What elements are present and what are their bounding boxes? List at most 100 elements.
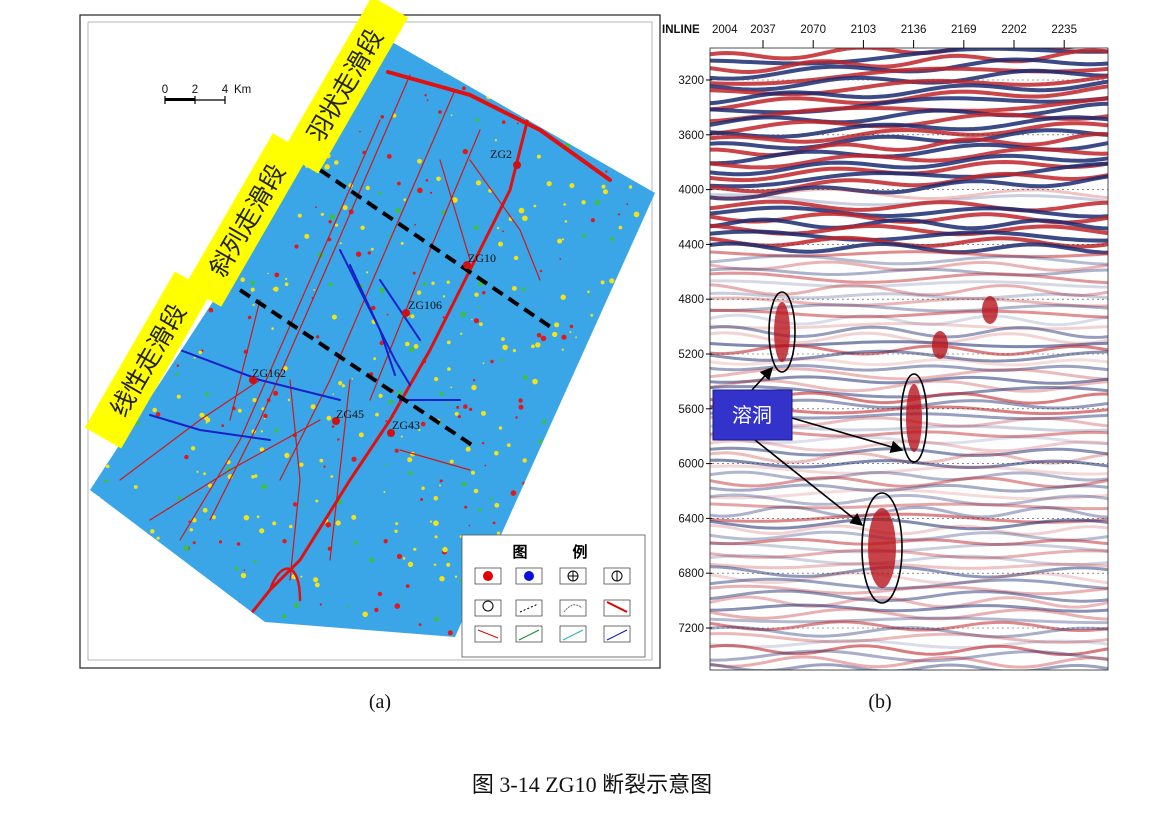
- speckle: [378, 191, 382, 195]
- speckle: [396, 553, 403, 560]
- speckle: [554, 322, 560, 328]
- speckle: [575, 336, 577, 339]
- seismic-reflector: [710, 643, 1108, 657]
- y-tick-label: 4800: [678, 294, 704, 306]
- speckle: [394, 529, 398, 533]
- speckle: [610, 237, 615, 242]
- speckle: [379, 287, 385, 293]
- speckle: [429, 520, 432, 523]
- speckle: [447, 367, 451, 371]
- annotation-box: [712, 389, 793, 441]
- speckle: [473, 318, 479, 324]
- speckle: [205, 392, 210, 397]
- seismic-reflector: [710, 632, 1108, 644]
- wells: ZG2 ZG10 ZG106 ZG162 ZG45 ZG43: [249, 147, 521, 437]
- speckle: [569, 331, 572, 334]
- speckle: [251, 475, 255, 479]
- speckle: [310, 404, 316, 410]
- seismic-reflector: [710, 375, 1108, 385]
- divider: [318, 168, 557, 332]
- speckle: [378, 393, 383, 398]
- speckle: [256, 515, 260, 519]
- seismic-reflector: [710, 229, 1108, 243]
- caption: 图 3-14 ZG10 断裂示意图: [472, 772, 712, 797]
- speckle: [259, 528, 265, 534]
- speckle: [437, 115, 440, 118]
- speckle: [501, 337, 505, 341]
- speckle: [261, 407, 265, 411]
- seismic-reflector: [710, 542, 1108, 554]
- speckle: [590, 313, 594, 317]
- speckle: [522, 375, 528, 380]
- seismic-reflector: [710, 128, 1108, 151]
- speckle: [489, 497, 493, 501]
- map-panel: 羽状走滑段 斜列走滑段 线性走滑段 ZG2 ZG10 ZG106 ZG162 Z…: [79, 0, 661, 669]
- scale-tick: 2: [192, 84, 198, 96]
- speckle: [252, 303, 255, 306]
- seismic-reflector: [710, 554, 1108, 567]
- speckle: [496, 531, 501, 535]
- speckle: [490, 359, 494, 364]
- speckle: [211, 515, 216, 520]
- speckle: [150, 529, 155, 534]
- seismic-reflector: [710, 663, 1108, 670]
- speckle: [135, 421, 140, 425]
- speckle: [326, 415, 332, 421]
- seismic-reflector: [710, 79, 1108, 106]
- speckle: [418, 429, 421, 432]
- speckle: [539, 269, 543, 273]
- fault: [268, 567, 302, 602]
- speckle: [380, 115, 385, 119]
- speckle: [442, 316, 445, 319]
- speckle: [196, 470, 199, 473]
- speckle: [452, 197, 458, 203]
- speckle: [250, 280, 255, 286]
- speckle: [395, 208, 401, 214]
- speckle: [282, 366, 288, 371]
- seismic-reflector: [710, 357, 1108, 367]
- seismic-reflector: [710, 303, 1108, 313]
- speckle: [263, 413, 268, 419]
- well: [402, 309, 410, 317]
- speckle: [454, 411, 459, 416]
- axis-title: INLINE: [662, 24, 700, 36]
- speckle: [439, 422, 442, 425]
- seismic-reflector: [710, 446, 1108, 458]
- cave-anomaly: [982, 296, 998, 324]
- seismic-reflector: [710, 464, 1108, 476]
- seismic-reflector: [710, 475, 1108, 489]
- speckle: [261, 483, 267, 490]
- speckle: [190, 446, 196, 451]
- speckle: [323, 465, 326, 468]
- arrow: [754, 439, 864, 526]
- speckle: [605, 170, 608, 173]
- speckle: [152, 407, 157, 413]
- seismic-reflector: [710, 279, 1108, 289]
- speckle: [518, 398, 523, 403]
- speckle: [450, 386, 453, 389]
- speckle: [407, 561, 414, 568]
- speckle: [510, 490, 517, 496]
- speckle: [462, 86, 466, 91]
- speckle: [446, 562, 451, 567]
- well-label: ZG106: [408, 298, 442, 312]
- speckle: [176, 364, 179, 367]
- speckle: [434, 377, 439, 382]
- speckle: [601, 184, 606, 189]
- speckle: [155, 412, 161, 417]
- legend-title: 图: [512, 544, 527, 561]
- speckle: [314, 582, 320, 588]
- speckle: [105, 464, 110, 469]
- speckle: [417, 158, 422, 164]
- speckle: [299, 462, 304, 467]
- seismic-reflector: [710, 458, 1108, 469]
- seismic-frame: [709, 47, 1109, 671]
- scale-bar: 0 2 4 Km: [162, 84, 251, 104]
- speckle: [247, 315, 252, 320]
- speckle: [482, 291, 486, 295]
- seismic-reflector: [710, 379, 1108, 393]
- speckle: [474, 292, 479, 297]
- speckle: [521, 287, 526, 292]
- speckle: [175, 373, 179, 377]
